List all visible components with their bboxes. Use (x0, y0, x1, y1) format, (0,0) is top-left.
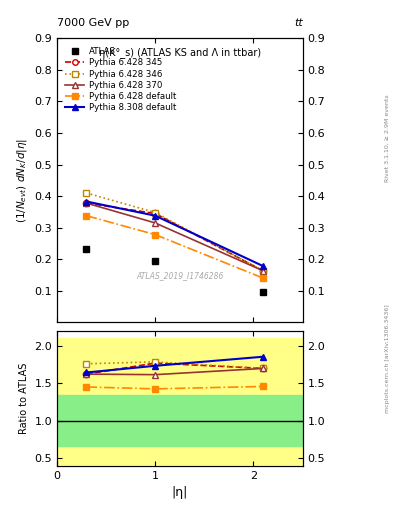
Legend: ATLAS, Pythia 6.428 345, Pythia 6.428 346, Pythia 6.428 370, Pythia 6.428 defaul: ATLAS, Pythia 6.428 345, Pythia 6.428 34… (64, 46, 178, 114)
Y-axis label: Ratio to ATLAS: Ratio to ATLAS (19, 362, 29, 434)
Bar (57, 338, 303, 464)
X-axis label: |η|: |η| (172, 486, 188, 499)
Y-axis label: $(1/N_{evt})$ $dN_K/d|\eta|$: $(1/N_{evt})$ $dN_K/d|\eta|$ (15, 138, 29, 223)
Text: η(K°_s) (ATLAS KS and Λ in ttbar): η(K°_s) (ATLAS KS and Λ in ttbar) (99, 47, 261, 58)
Bar (57, 395, 303, 445)
Text: tt: tt (294, 18, 303, 28)
Text: Rivet 3.1.10, ≥ 2.9M events: Rivet 3.1.10, ≥ 2.9M events (385, 94, 389, 182)
Text: mcplots.cern.ch [arXiv:1306.3436]: mcplots.cern.ch [arXiv:1306.3436] (385, 304, 389, 413)
Text: ATLAS_2019_I1746286: ATLAS_2019_I1746286 (136, 271, 224, 280)
Text: 7000 GeV pp: 7000 GeV pp (57, 18, 129, 28)
